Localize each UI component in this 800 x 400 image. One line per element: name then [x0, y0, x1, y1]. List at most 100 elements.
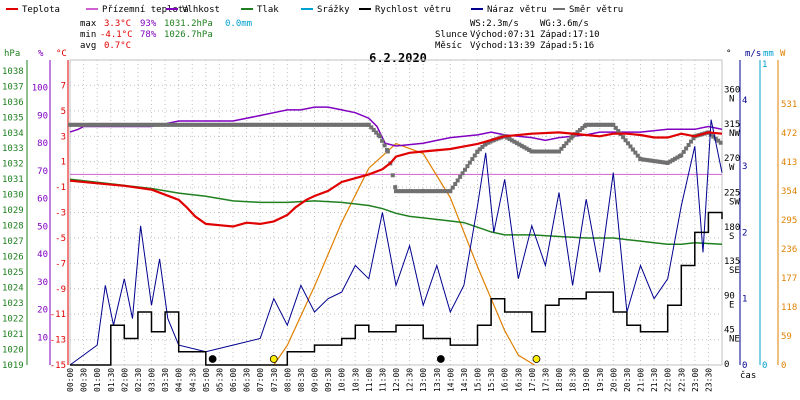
x-tick-label: 21:00 [637, 368, 646, 392]
stat-min-hum: 78% [140, 30, 157, 40]
direction-point [512, 139, 517, 144]
direction-point [190, 122, 195, 127]
humidity-tick-label: 50 [37, 222, 48, 232]
x-tick-label: 03:30 [161, 368, 170, 392]
direction-point [514, 141, 519, 146]
direction-point [302, 122, 307, 127]
series-pressure [69, 178, 723, 245]
direction-point [295, 122, 300, 127]
direction-tick-label: 225 [724, 188, 740, 198]
direction-point [607, 122, 612, 127]
direction-point [406, 189, 411, 194]
direction-point [339, 122, 344, 127]
direction-point [290, 122, 295, 127]
direction-point [268, 122, 273, 127]
direction-point [182, 122, 187, 127]
solar-tick-label: 59 [781, 332, 792, 342]
direction-point [332, 122, 337, 127]
solar-tick-label: 354 [781, 187, 797, 197]
direction-point [327, 122, 332, 127]
x-tick-label: 16:00 [501, 368, 510, 392]
direction-point [114, 122, 119, 127]
pressure-tick-label: 1024 [2, 284, 24, 294]
wind-gust-avg: WG:3.6m/s [540, 19, 589, 29]
direction-point [480, 144, 485, 149]
direction-point [165, 122, 170, 127]
x-tick-label: 08:30 [297, 368, 306, 392]
direction-point [217, 122, 222, 127]
direction-point [532, 149, 537, 154]
direction-point [68, 122, 72, 127]
series-temperature [69, 131, 723, 228]
direction-point [104, 122, 109, 127]
direction-point [200, 122, 205, 127]
direction-point [708, 132, 713, 137]
direction-point [251, 122, 256, 127]
direction-point [256, 122, 261, 127]
temperature-tick-label: 7 [61, 81, 66, 91]
solar-tick-label: 472 [781, 129, 797, 139]
direction-point [605, 122, 610, 127]
x-tick-label: 23:30 [704, 368, 713, 392]
direction-point [455, 178, 460, 183]
x-tick-label: 14:30 [460, 368, 469, 392]
direction-point [660, 160, 665, 165]
sunrise: Východ:07:31 [470, 30, 535, 40]
direction-point [77, 122, 82, 127]
direction-point [141, 122, 146, 127]
direction-point [258, 122, 263, 127]
direction-point [266, 122, 271, 127]
direction-point [570, 134, 575, 139]
temperature-tick-label: -1 [55, 183, 66, 193]
humidity-tick-label: 30 [37, 278, 48, 288]
direction-point [557, 149, 561, 154]
direction-point [684, 146, 689, 151]
direction-point [283, 122, 288, 127]
direction-point [178, 122, 183, 127]
direction-point [319, 122, 324, 127]
direction-point [564, 141, 569, 146]
direction-point [292, 122, 297, 127]
direction-point [438, 189, 443, 194]
direction-point [202, 122, 207, 127]
temperature-tick-label: -5 [55, 234, 66, 244]
direction-point [126, 122, 131, 127]
stat-max-hum: 93% [140, 19, 157, 29]
direction-point [119, 122, 124, 127]
direction-point [173, 122, 178, 127]
direction-point [102, 122, 107, 127]
rain-tick-label: 1 [762, 60, 767, 70]
direction-point [170, 122, 175, 127]
direction-point [458, 174, 463, 179]
stat-avg-label: avg [80, 41, 96, 51]
direction-point [544, 149, 549, 154]
direction-point [248, 122, 253, 127]
direction-point [542, 149, 547, 154]
legend-label: Náraz větru [487, 5, 547, 15]
direction-point [616, 128, 621, 133]
unit-temperature: °C [56, 49, 67, 59]
direction-point [668, 159, 673, 164]
direction-point [270, 122, 275, 127]
direction-point [346, 122, 351, 127]
pressure-tick-label: 1037 [2, 82, 24, 92]
direction-point [443, 189, 448, 194]
direction-point [591, 122, 596, 127]
x-tick-label: 05:30 [215, 368, 224, 392]
temperature-tick-label: -15 [50, 361, 66, 371]
direction-point [300, 122, 305, 127]
direction-tick-label: 0 [724, 360, 729, 370]
humidity-tick-label: 10 [37, 333, 48, 343]
direction-point [351, 122, 356, 127]
pressure-tick-label: 1033 [2, 144, 24, 154]
direction-point [99, 122, 104, 127]
x-tick-label: 15:30 [487, 368, 496, 392]
direction-point [124, 122, 129, 127]
direction-point [382, 143, 387, 148]
direction-point [470, 157, 475, 162]
series-layer [68, 106, 723, 366]
direction-point [475, 149, 480, 154]
sunset: Západ:17:10 [540, 30, 600, 40]
direction-point [278, 122, 283, 127]
x-tick-label: 18:00 [555, 368, 564, 392]
